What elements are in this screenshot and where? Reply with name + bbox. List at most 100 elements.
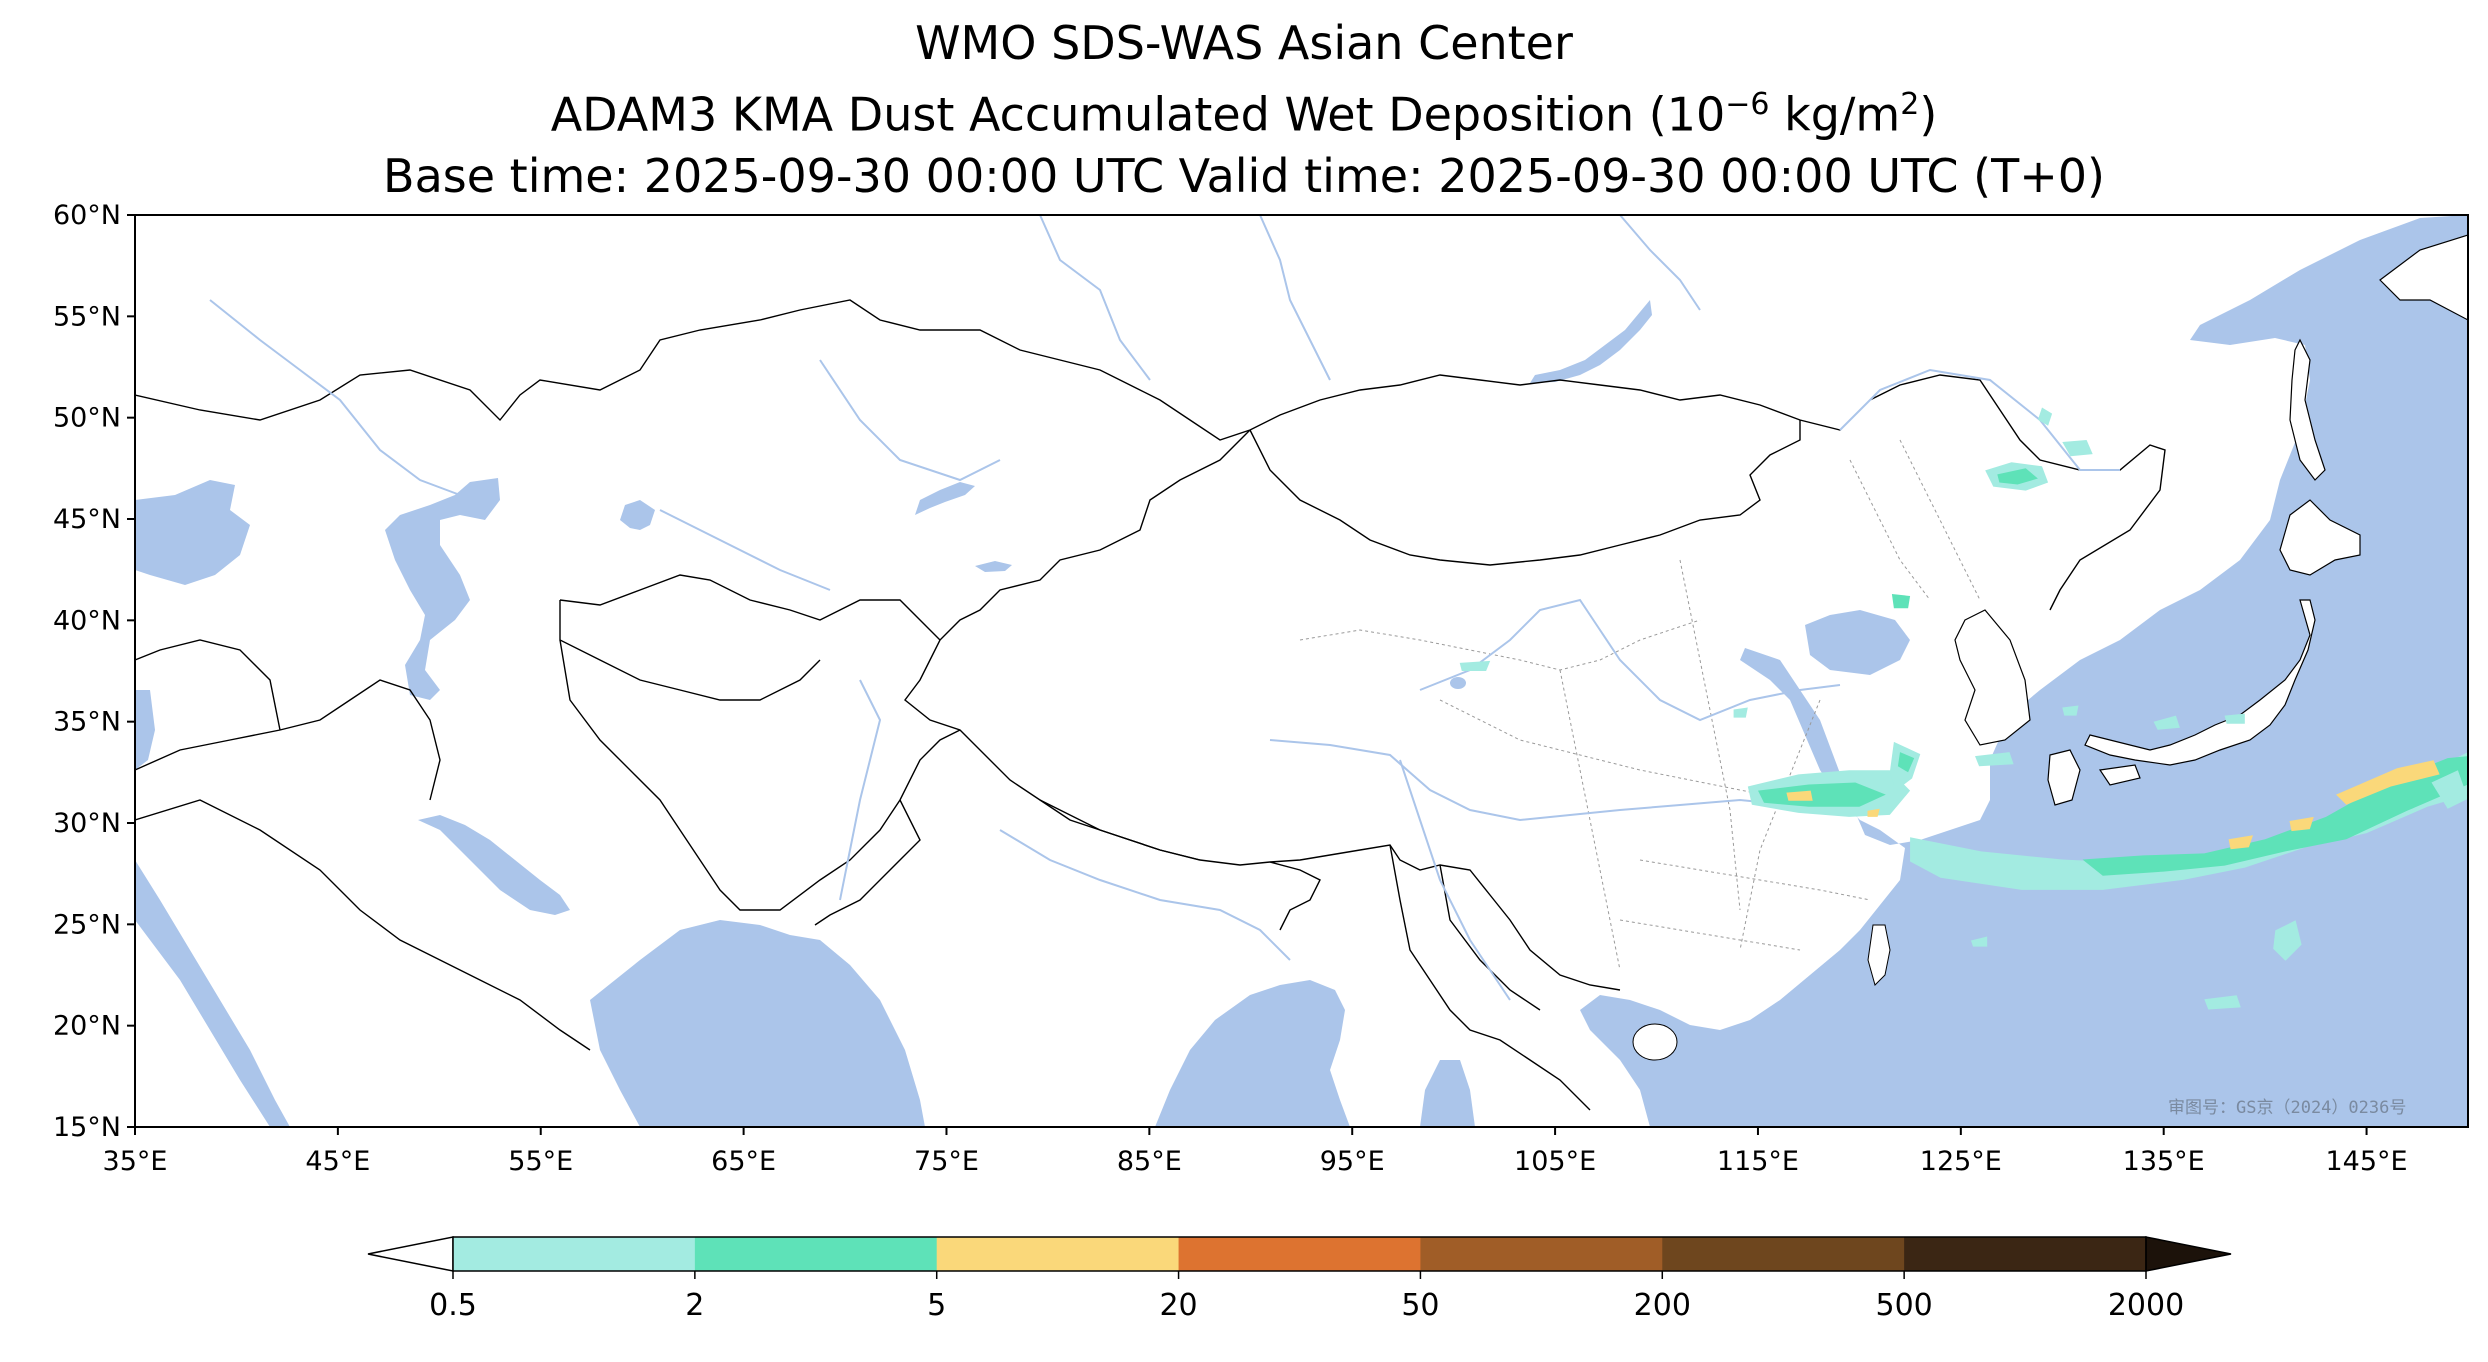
x-tick-label: 145°E: [2326, 1146, 2408, 1177]
province-line-7: [1619, 859, 1871, 951]
japan-islands: [1954, 234, 2468, 806]
rivers: [209, 215, 2120, 1001]
y-tick-label: 40°N: [53, 605, 121, 636]
x-tick-label: 45°E: [305, 1146, 370, 1177]
colorbar-segment: [453, 1237, 696, 1271]
mediterranean-sea: [135, 690, 155, 770]
colorbar-outline: [452, 1236, 2147, 1272]
river-lena: [1619, 215, 1701, 311]
river-yenisei: [1259, 215, 1331, 381]
aral-sea: [620, 500, 655, 530]
kyushu: [2047, 749, 2081, 806]
arabian-sea: [590, 920, 925, 1127]
y-tick-label: 50°N: [53, 403, 121, 434]
border-russia-kazakhstan-mongolia: [135, 299, 2166, 611]
border-middle-east: [135, 639, 591, 1051]
province-line-5: [1739, 699, 1821, 951]
korea-peninsula: [1954, 609, 2031, 746]
black-sea: [135, 480, 250, 585]
deposition-contour: [2431, 770, 2468, 809]
x-tick-label: 55°E: [508, 1146, 573, 1177]
deposition-contours: [1459, 407, 2468, 1010]
river-ganges: [999, 829, 1291, 961]
deposition-contour: [1758, 782, 1886, 807]
deposition-contour: [2204, 995, 2241, 1010]
hokkaido: [2279, 499, 2361, 576]
deposition-contour: [1897, 752, 1915, 773]
colorbar-over-arrow: [2145, 1236, 2232, 1272]
y-tick-label: 30°N: [53, 808, 121, 839]
colorbar: 0.5 2 5 20 50 200 500 2000: [367, 1236, 2232, 1323]
pacific-ocean: [1580, 215, 2468, 1127]
province-line-4: [1679, 559, 1741, 911]
x-axis-ticks: 35°E 45°E 55°E 65°E 75°E 85°E 95°E 105°E 115°E 12…: [103, 1127, 2408, 1177]
x-tick-label: 85°E: [1117, 1146, 1182, 1177]
deposition-contour: [1997, 468, 2038, 485]
honshu: [2084, 599, 2316, 766]
colorbar-tick-label: 2000: [2108, 1288, 2184, 1323]
province-line-3: [1559, 669, 1621, 971]
river-syr-darya: [659, 509, 831, 591]
colorbar-tick-label: 20: [1159, 1288, 1197, 1323]
lake-balkhash: [915, 482, 975, 515]
taiwan-island: [1867, 924, 1891, 986]
colorbar-segment: [1662, 1237, 1905, 1271]
figure-title-variable: ADAM3 KMA Dust Accumulated Wet Depositio…: [0, 74, 2488, 145]
shikoku: [2098, 764, 2141, 786]
red-sea: [135, 860, 290, 1127]
river-irtysh: [819, 359, 1001, 482]
colorbar-tick-label: 200: [1634, 1288, 1691, 1323]
map-frame: [134, 214, 2469, 1128]
colorbar-segment: [1904, 1237, 2147, 1271]
x-tick-label: 105°E: [1514, 1146, 1596, 1177]
x-tick-label: 95°E: [1320, 1146, 1385, 1177]
border-central-asia: [559, 574, 941, 701]
caspian-sea: [385, 478, 500, 700]
y-tick-label: 45°N: [53, 504, 121, 535]
bay-of-bengal: [1155, 980, 1350, 1127]
deposition-contour: [2062, 705, 2079, 716]
y-tick-label: 55°N: [53, 301, 121, 332]
lake-baikal: [1530, 300, 1652, 383]
colorbar-tick-label: 5: [927, 1288, 946, 1323]
colorbar-tick-label: 50: [1401, 1288, 1439, 1323]
deposition-contour: [2153, 715, 2180, 730]
title-exponent: −6: [1725, 87, 1770, 122]
border-iran-afghanistan-pakistan: [559, 639, 961, 911]
title-unit-exponent: 2: [1900, 87, 1920, 122]
deposition-contour: [1867, 808, 1880, 817]
colorbar-segment: [936, 1237, 1180, 1271]
river-yellow: [1419, 598, 1841, 722]
qinghai-lake: [1450, 677, 1466, 689]
colorbar-under-arrow: [367, 1236, 454, 1272]
bohai-sea: [1805, 610, 1910, 675]
y-tick-label: 35°N: [53, 707, 121, 738]
deposition-contour: [2336, 760, 2440, 805]
deposition-contour: [2228, 835, 2253, 850]
y-tick-label: 60°N: [53, 200, 121, 231]
river-ob: [1039, 215, 1151, 381]
x-tick-label: 135°E: [2123, 1146, 2205, 1177]
deposition-contour: [1891, 594, 1911, 609]
kamchatka-coast: [2379, 234, 2468, 321]
persian-gulf: [418, 815, 570, 915]
title-variable-prefix: ADAM3 KMA Dust Accumulated Wet Depositio…: [550, 87, 1726, 142]
river-indus: [839, 679, 882, 901]
title-close: ): [1919, 87, 1938, 142]
hainan-island: [1632, 1023, 1678, 1061]
river-amur: [1839, 368, 2120, 471]
deposition-contour: [1975, 752, 2014, 767]
deposition-contour: [1733, 707, 1748, 718]
deposition-contour: [2273, 920, 2302, 961]
border-nepal-bhutan: [1039, 799, 1321, 931]
y-tick-label: 25°N: [53, 909, 121, 940]
y-tick-label: 15°N: [53, 1112, 121, 1143]
x-tick-label: 115°E: [1717, 1146, 1799, 1177]
deposition-contour: [1786, 790, 1813, 801]
figure-title-center: WMO SDS-WAS Asian Center: [915, 16, 1573, 70]
sakhalin: [2289, 338, 2326, 481]
map-approval-watermark: 审图号：GS京（2024）0236号: [2168, 1098, 2406, 1118]
y-tick-label: 20°N: [53, 1011, 121, 1042]
figure-title-block: WMO SDS-WAS Asian Center ADAM3 KMA Dust …: [0, 12, 2488, 207]
